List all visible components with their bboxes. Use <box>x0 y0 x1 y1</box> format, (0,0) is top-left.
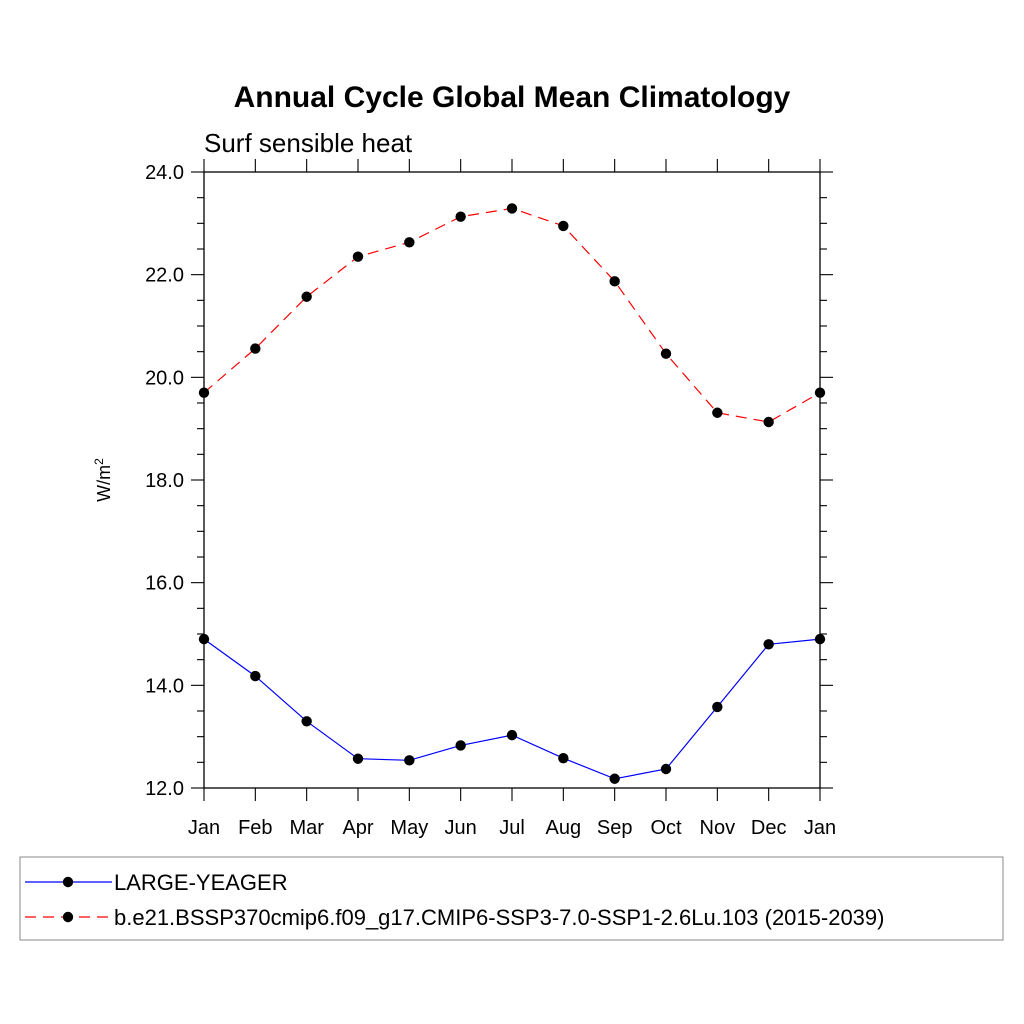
legend-label-2: b.e21.BSSP370cmip6.f09_g17.CMIP6-SSP3-7.… <box>114 905 884 930</box>
series-line <box>203 638 821 780</box>
legend-label-1: LARGE-YEAGER <box>114 870 288 895</box>
x-tick-label: Aug <box>546 817 582 839</box>
x-tick-label: Jul <box>499 817 525 839</box>
data-point <box>712 407 723 418</box>
data-point <box>814 633 826 645</box>
data-point <box>250 670 261 682</box>
data-point <box>455 211 466 222</box>
y-tick-label: 22.0 <box>145 265 184 287</box>
x-tick-label: Nov <box>700 817 736 839</box>
x-tick-label: May <box>390 817 428 839</box>
data-point <box>558 220 569 232</box>
legend-marker-2 <box>62 911 74 923</box>
data-point <box>352 753 364 764</box>
data-point <box>404 755 415 766</box>
data-point <box>763 639 774 650</box>
plot-axes: 12.0 14.0 16.0 18.0 20.0 22.0 24.0 Jan Feb Mar Apr… <box>145 159 836 839</box>
data-point <box>404 237 415 248</box>
x-tick-label: Sep <box>597 817 633 839</box>
y-axis-label-text: W/m <box>94 465 114 502</box>
data-point <box>660 763 672 775</box>
data-point <box>301 291 312 302</box>
y-axis-label: W/m2 <box>92 458 114 502</box>
chart-subtitle: Surf sensible heat <box>204 128 413 158</box>
y-tick-label: 24.0 <box>145 162 184 184</box>
series-1 <box>198 633 826 784</box>
data-point <box>455 740 466 751</box>
legend-box <box>19 856 1004 941</box>
x-tick-label: Apr <box>342 817 373 839</box>
legend-marker-1 <box>62 876 74 888</box>
x-tick-label: Feb <box>238 817 272 839</box>
series-layer <box>198 203 826 784</box>
y-tick-label: 18.0 <box>145 470 184 492</box>
data-point <box>506 729 518 741</box>
data-point <box>609 773 620 784</box>
y-tick-label: 20.0 <box>145 367 184 389</box>
data-point <box>609 276 620 287</box>
x-tick-label: Mar <box>289 817 324 839</box>
y-tick-label: 14.0 <box>145 675 184 697</box>
x-tick-label: Oct <box>650 817 682 839</box>
x-tick-label: Jan <box>804 817 836 839</box>
data-point <box>712 701 723 713</box>
x-tick-label: Jan <box>188 817 220 839</box>
series-2 <box>198 203 826 428</box>
chart-title: Annual Cycle Global Mean Climatology <box>234 81 791 114</box>
data-point <box>763 416 774 428</box>
data-point <box>198 633 210 645</box>
plot-frame <box>203 171 821 789</box>
x-tick-label: Dec <box>751 817 787 839</box>
series-line <box>203 207 821 423</box>
data-point <box>250 343 261 354</box>
data-point <box>506 203 518 214</box>
legend: LARGE-YEAGER b.e21.BSSP370cmip6.f09_g17.C… <box>19 856 1004 941</box>
data-point <box>814 387 826 398</box>
data-point <box>660 348 672 359</box>
data-point <box>352 251 364 262</box>
data-point <box>198 387 210 398</box>
x-tick-label: Jun <box>445 817 477 839</box>
y-tick-label: 16.0 <box>145 573 184 595</box>
data-point <box>301 716 312 727</box>
data-point <box>558 753 569 764</box>
y-tick-label: 12.0 <box>145 778 184 800</box>
y-axis-label-superscript: 2 <box>92 458 106 465</box>
